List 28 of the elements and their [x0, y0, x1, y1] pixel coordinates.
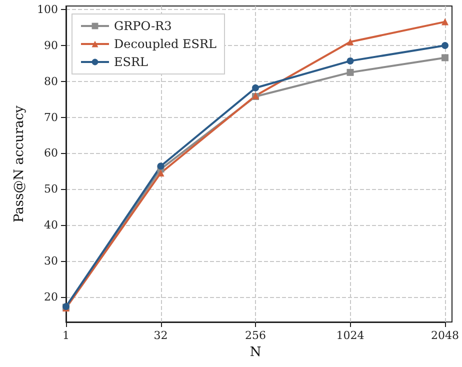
y-tick-label: 20	[44, 290, 58, 304]
y-axis-title: Pass@N accuracy	[12, 104, 28, 223]
point	[442, 18, 449, 26]
y-tick-label: 80	[44, 74, 58, 88]
point	[442, 54, 449, 62]
x-tick-label: 1024	[336, 329, 364, 342]
y-tick-label: 40	[44, 218, 58, 232]
x-tick-label: 2048	[431, 329, 460, 342]
point	[346, 57, 354, 64]
point	[346, 68, 354, 76]
y-tick-label: 70	[44, 110, 58, 124]
point	[346, 38, 354, 46]
y-tick-label: 90	[44, 39, 58, 52]
legend-label: ESRL	[114, 55, 148, 69]
y-tick-label: 30	[44, 254, 58, 268]
x-tick-label: 1	[62, 329, 70, 342]
x-tick-label: 32	[154, 329, 168, 342]
legend-label: Decoupled ESRL	[114, 37, 217, 51]
y-tick-label: 100	[37, 3, 58, 16]
y-tick-label: 50	[44, 182, 58, 196]
point	[252, 84, 259, 92]
point	[157, 169, 164, 176]
y-tick-label: 60	[44, 146, 58, 160]
point	[442, 42, 449, 49]
point	[157, 162, 164, 170]
legend-label: GRPO-R3	[114, 19, 172, 33]
x-axis-title: N	[250, 345, 262, 360]
x-tick-label: 256	[245, 329, 266, 342]
